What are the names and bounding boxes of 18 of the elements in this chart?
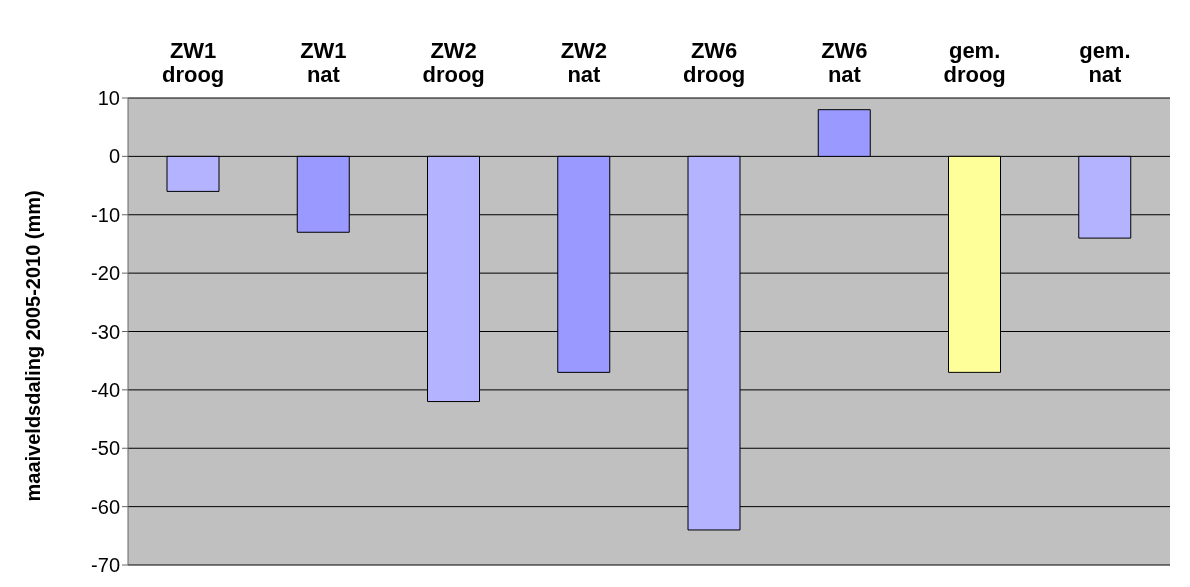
x-tick-label: ZW2 nat — [560, 38, 608, 87]
x-tick-label: ZW6 nat — [821, 38, 868, 87]
y-tick-label: -40 — [91, 378, 120, 401]
y-tick-label: -50 — [91, 437, 120, 460]
y-tick-label: 10 — [97, 87, 120, 110]
x-tick-label: ZW1 nat — [300, 38, 347, 87]
x-tick-label: ZW6 droog — [682, 38, 746, 87]
y-tick-label: 0 — [108, 145, 120, 168]
y-tick-label: -10 — [91, 203, 120, 226]
y-tick-label: -20 — [91, 262, 120, 285]
x-tick-label: ZW1 droog — [161, 38, 225, 87]
x-tick-label: gem. droog — [943, 38, 1006, 87]
x-tick-label: ZW2 droog — [422, 38, 485, 87]
y-tick-label: -30 — [91, 320, 120, 343]
y-axis-title: maaiveldsdaling 2005-2010 (mm) — [22, 190, 45, 502]
y-tick-label: -60 — [91, 495, 120, 518]
y-tick-label: -70 — [91, 554, 120, 577]
x-tick-label: gem. nat — [1079, 38, 1131, 87]
